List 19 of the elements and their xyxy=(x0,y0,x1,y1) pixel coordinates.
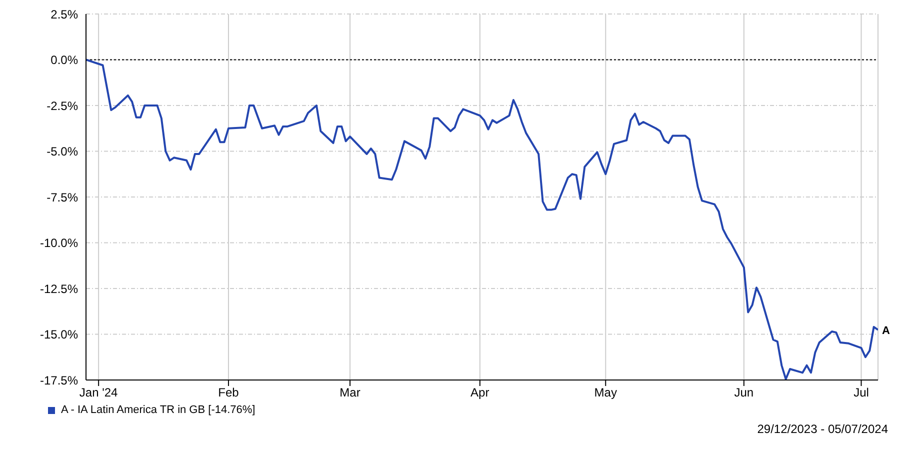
y-tick-label: -17.5% xyxy=(40,373,78,388)
x-tick-label: Mar xyxy=(340,386,360,400)
y-tick-label: -10.0% xyxy=(40,236,78,250)
x-tick-label: May xyxy=(594,386,617,400)
x-tick-label: Feb xyxy=(218,386,240,400)
x-tick-label: Apr xyxy=(470,386,490,400)
text: 29/12/2023 - 05/07/2024 xyxy=(756,422,889,436)
y-tick-label: -12.5% xyxy=(40,282,78,296)
y-tick-label: -7.5% xyxy=(46,190,78,204)
y-tick-label: -15.0% xyxy=(40,328,78,342)
y-tick-label: -2.5% xyxy=(46,98,78,113)
x-tick-label: Jun xyxy=(734,386,754,400)
y-tick-label: 2.5% xyxy=(50,7,78,22)
legend-label: A - IA Latin America TR in GB [-14.76%] xyxy=(61,404,256,416)
y-tick-label: 0.0% xyxy=(50,53,78,68)
annotation: A xyxy=(882,324,890,337)
x-tick-label: Jul xyxy=(854,386,869,400)
y-tick-label: -5.0% xyxy=(46,144,78,159)
x-tick-label: Jan '24 xyxy=(79,386,118,400)
